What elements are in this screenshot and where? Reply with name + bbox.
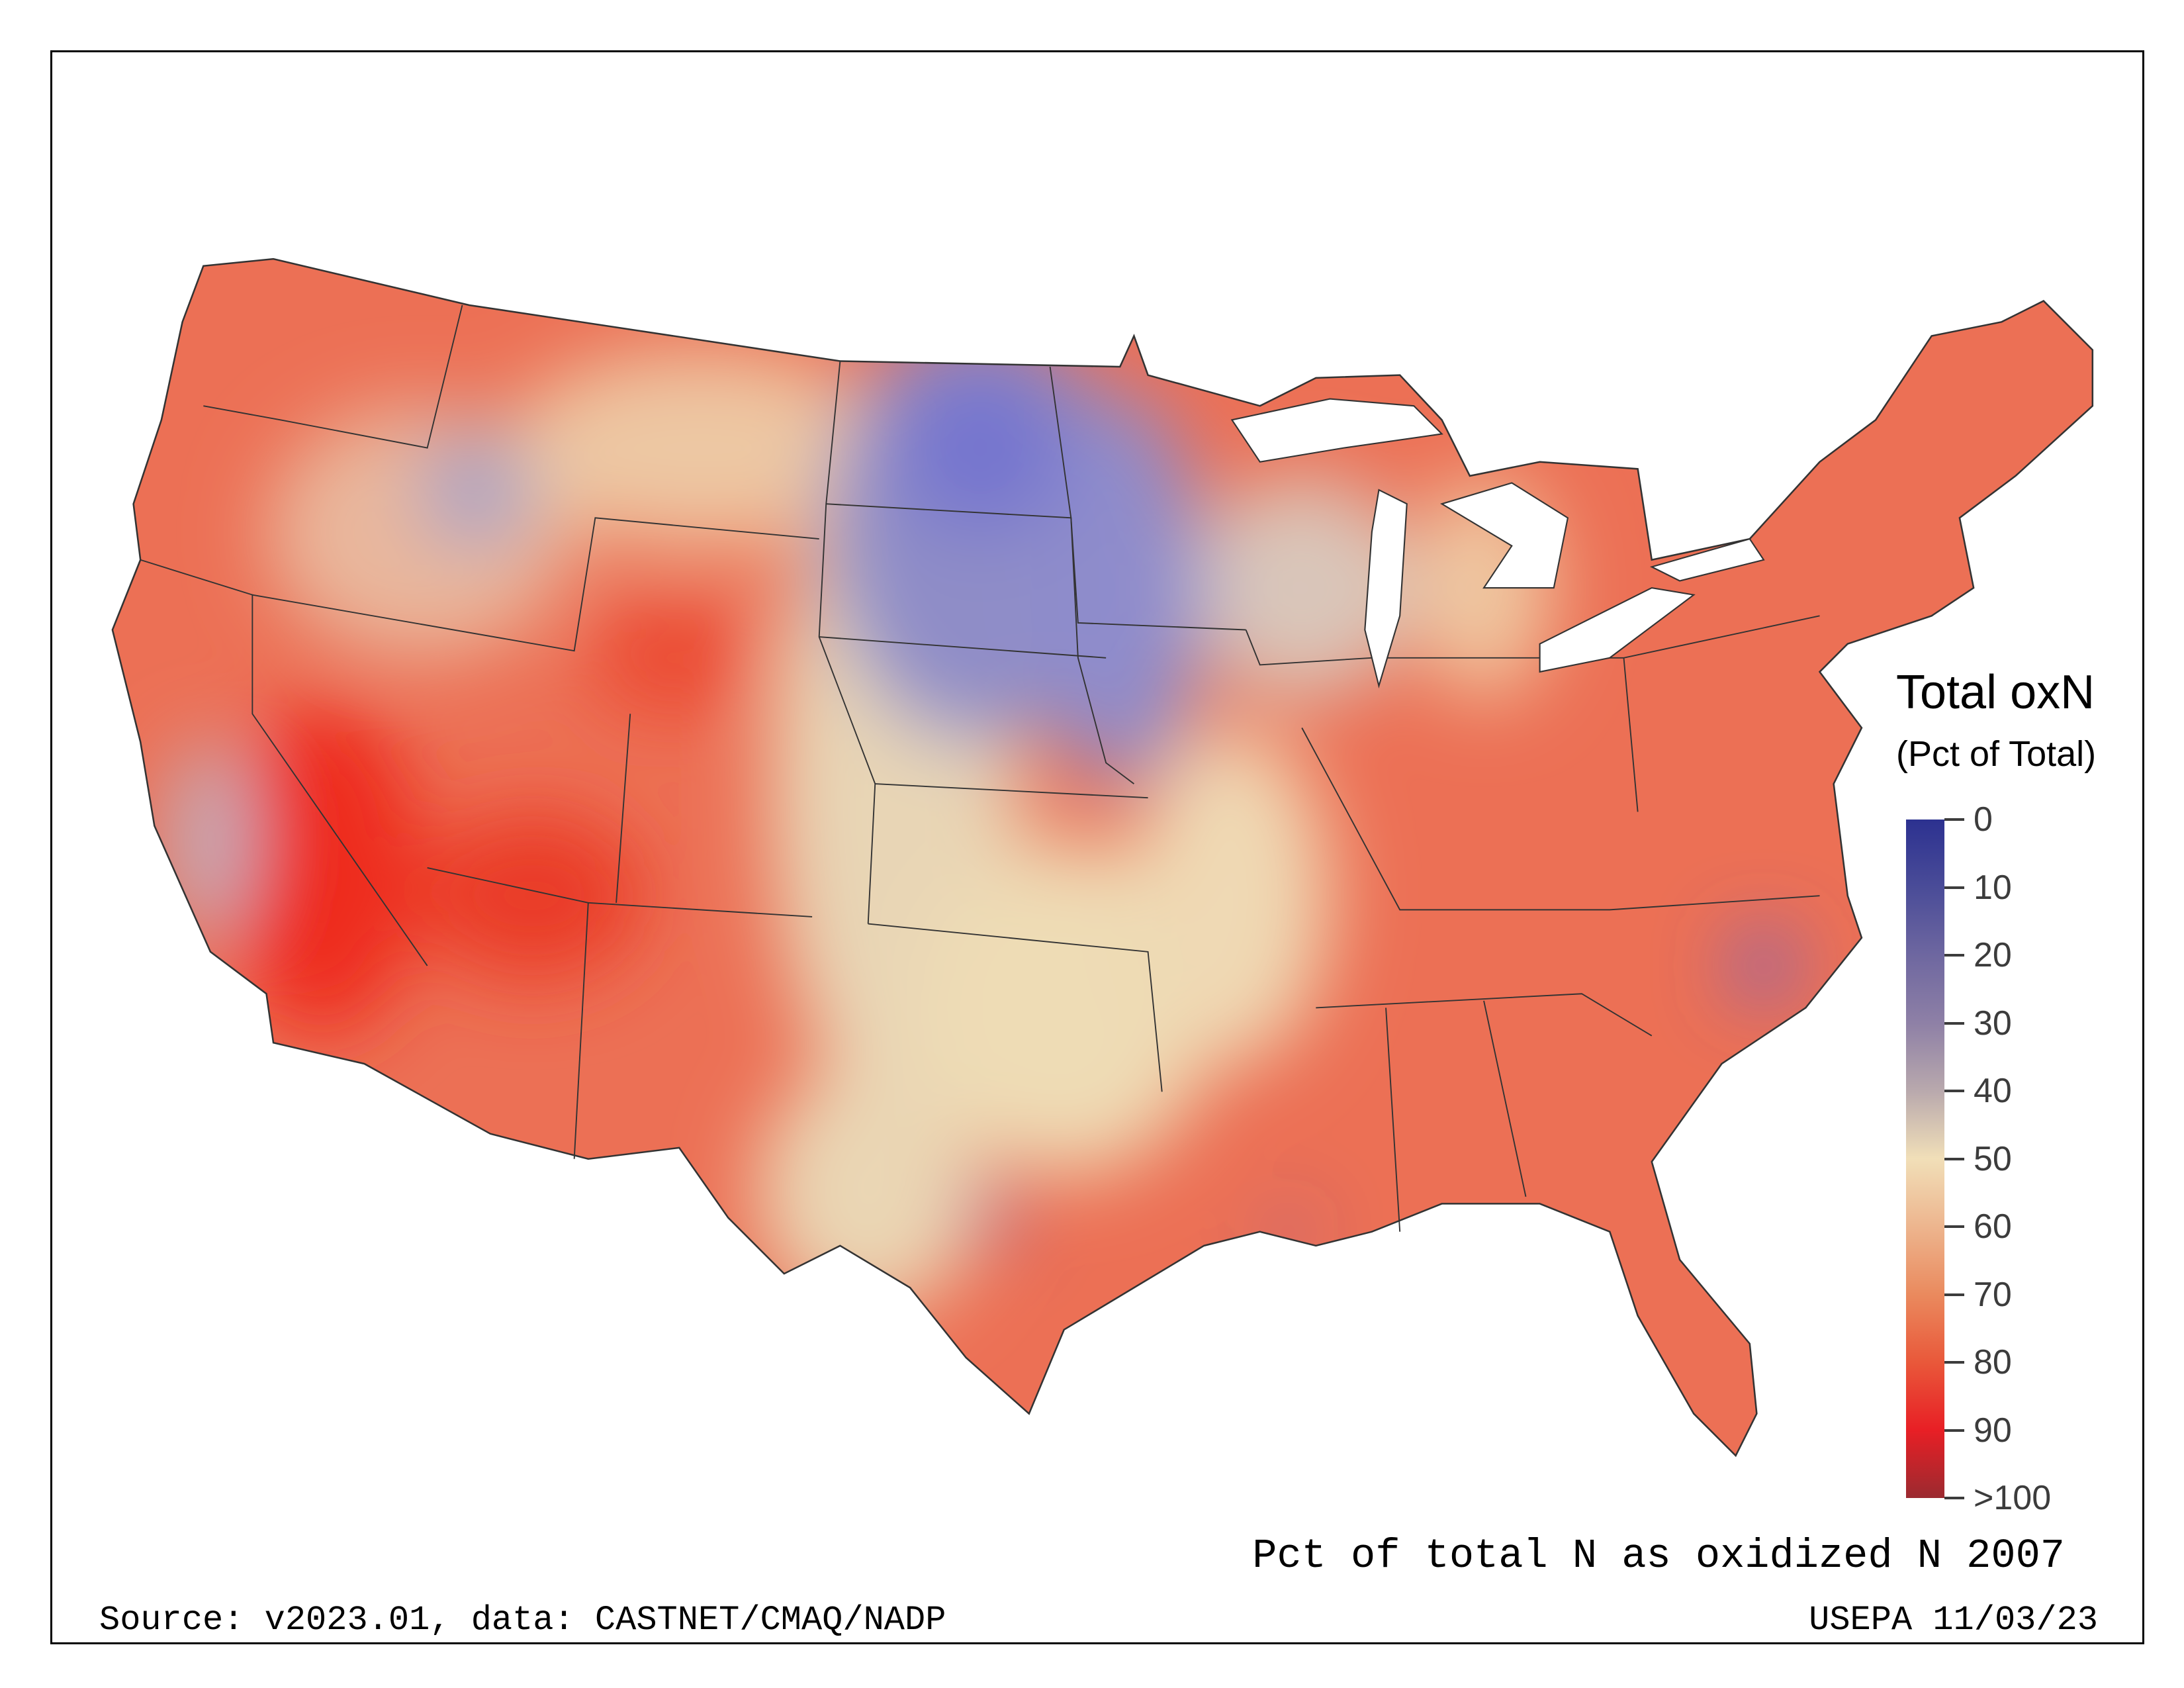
colorbar-tick bbox=[1944, 954, 1964, 957]
colorbar-tick-label: 50 bbox=[1974, 1139, 2012, 1178]
colorbar-tick-label: 40 bbox=[1974, 1072, 2012, 1110]
legend-title: Total oxN bbox=[1896, 666, 2095, 719]
legend-subtitle: (Pct of Total) bbox=[1896, 734, 2097, 774]
colorbar-tick-label: 60 bbox=[1974, 1207, 2012, 1246]
colorbar-tick bbox=[1944, 1225, 1964, 1228]
colorbar-tick bbox=[1944, 818, 1964, 821]
colorbar-tick bbox=[1944, 1157, 1964, 1160]
source-note: Source: v2023.01, data: CASTNET/CMAQ/NAD… bbox=[99, 1601, 946, 1640]
colorbar-tick bbox=[1944, 886, 1964, 889]
colorbar-tick bbox=[1944, 1021, 1964, 1025]
colorbar-tick bbox=[1944, 1361, 1964, 1364]
colorbar-tick-label: 10 bbox=[1974, 868, 2012, 907]
colorbar-tick-label: 30 bbox=[1974, 1004, 2012, 1043]
map-caption: Pct of total N as oxidized N 2007 bbox=[1252, 1532, 2065, 1579]
great-lakes bbox=[1230, 398, 1765, 689]
credit-note: USEPA 11/03/23 bbox=[1809, 1601, 2098, 1640]
figure-frame bbox=[50, 50, 2144, 1644]
colorbar-tick bbox=[1944, 1293, 1964, 1296]
colorbar-tick-label: 90 bbox=[1974, 1411, 2012, 1450]
colorbar-tick-label: 80 bbox=[1974, 1343, 2012, 1382]
state-boundaries bbox=[140, 305, 1820, 1232]
colorbar-tick bbox=[1944, 1429, 1964, 1432]
colorbar-tick bbox=[1944, 1497, 1964, 1499]
colorbar bbox=[1906, 820, 1944, 1498]
colorbar-tick-label: >100 bbox=[1974, 1479, 2052, 1517]
colorbar-tick-label: 70 bbox=[1974, 1275, 2012, 1314]
colorbar-tick-label: 0 bbox=[1974, 800, 1993, 839]
colorbar-tick-label: 20 bbox=[1974, 936, 2012, 974]
colorbar-tick bbox=[1944, 1090, 1964, 1092]
